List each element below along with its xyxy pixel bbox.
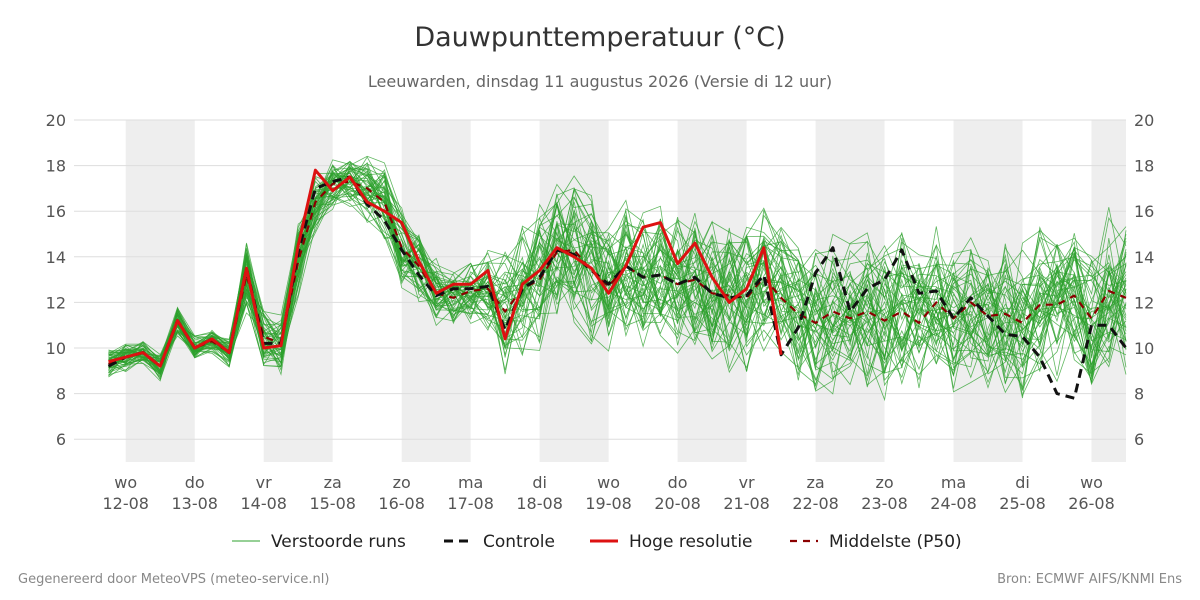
series-line-controle [107,175,1128,400]
x-tick-date: 25-08 [999,494,1046,513]
legend-label: Hoge resolutie [629,532,753,552]
y-tick-label-left: 18 [46,157,66,176]
x-tick-day: vr [739,473,755,492]
x-tick-day: di [532,473,547,492]
x-tick-day: di [1015,473,1030,492]
ensemble-member-line [108,156,1127,371]
x-tick-day: za [324,473,342,492]
ensemble-member-line [108,155,1127,364]
x-tick-day: ma [941,473,966,492]
y-tick-label-right: 6 [1134,430,1144,449]
x-tick-day: za [806,473,824,492]
ensemble-member-line [108,174,1127,371]
axis-ticks: 6 6 8 8 10 10 12 12 14 14 16 16 18 18 20 20 wo 12-08 do 13-… [46,111,1155,513]
x-tick-date: 16-08 [378,494,425,513]
ensemble-member-line [108,175,1127,392]
x-tick-day: ma [458,473,483,492]
y-tick-label-left: 6 [56,430,66,449]
x-tick-date: 15-08 [309,494,356,513]
x-tick-day: do [185,473,205,492]
ensemble-member-line [108,180,1127,393]
x-tick-day: zo [393,473,411,492]
y-tick-label-right: 18 [1134,157,1154,176]
y-tick-label-right: 12 [1134,293,1154,312]
y-tick-label-right: 20 [1134,111,1154,130]
day-shade [263,120,333,462]
y-tick-label-left: 12 [46,293,66,312]
footer-source: Bron: ECMWF AIFS/KNMI Ens [997,572,1182,587]
ensemble-member-line [108,166,1127,384]
x-tick-date: 23-08 [861,494,908,513]
legend-label: Middelste (P50) [829,532,962,552]
y-tick-label-right: 8 [1134,385,1144,404]
weekday-shading [125,120,1126,462]
x-tick-day: wo [597,473,620,492]
x-tick-date: 19-08 [585,494,632,513]
chart-subtitle: Leeuwarden, dinsdag 11 augustus 2026 (Ve… [367,72,833,91]
y-tick-label-left: 8 [56,385,66,404]
legend-label: Verstoorde runs [271,532,406,552]
x-tick-date: 22-08 [792,494,839,513]
x-tick-date: 14-08 [240,494,287,513]
ensemble-member-line [108,163,1127,381]
footer-generator: Gegenereerd door MeteoVPS (meteo-service… [18,572,330,587]
x-tick-date: 26-08 [1068,494,1115,513]
x-tick-date: 12-08 [102,494,149,513]
x-tick-date: 24-08 [930,494,977,513]
y-tick-label-right: 14 [1134,248,1154,267]
x-tick-day: do [668,473,688,492]
x-tick-date: 13-08 [171,494,218,513]
x-tick-day: zo [875,473,893,492]
y-tick-label-left: 14 [46,248,66,267]
ensemble-lines [108,155,1127,402]
ensemble-member-line [108,171,1127,378]
y-tick-label-right: 10 [1134,339,1154,358]
y-tick-label-left: 20 [46,111,66,130]
ensemble-member-line [108,195,1127,386]
x-tick-date: 17-08 [447,494,494,513]
y-tick-label-left: 16 [46,202,66,221]
x-tick-date: 20-08 [654,494,701,513]
legend-label: Controle [483,532,555,552]
y-tick-label-right: 16 [1134,202,1154,221]
ensemble-member-line [108,170,1127,384]
series-line-hoge-resolutie [108,168,783,368]
day-shade [125,120,195,462]
y-tick-label-left: 10 [46,339,66,358]
series-lines [107,168,1128,400]
x-tick-date: 18-08 [516,494,563,513]
legend: Verstoorde runs Controle Hoge resolutie Mid… [232,532,962,552]
x-tick-day: wo [114,473,137,492]
x-tick-date: 21-08 [723,494,770,513]
ensemble-member-line [108,167,1127,399]
x-tick-day: vr [256,473,272,492]
x-tick-day: wo [1080,473,1103,492]
chart-title: Dauwpunttemperatuur (°C) [414,22,786,53]
